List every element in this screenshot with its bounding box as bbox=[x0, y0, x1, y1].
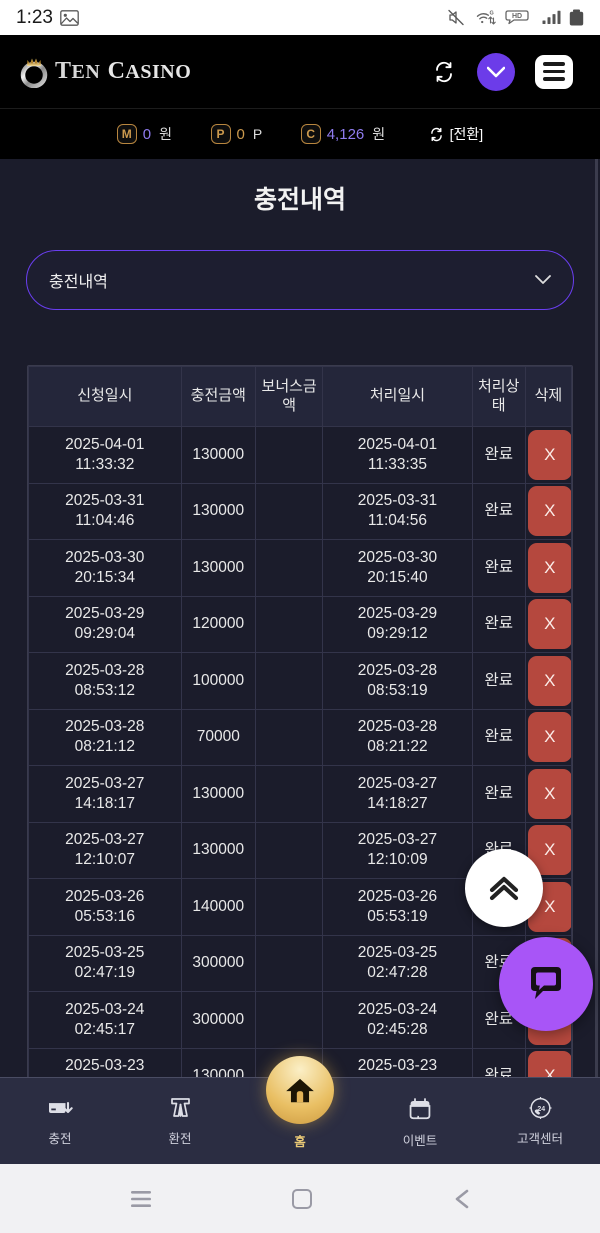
svg-text:G: G bbox=[490, 11, 494, 17]
svg-text:HD: HD bbox=[512, 13, 522, 20]
